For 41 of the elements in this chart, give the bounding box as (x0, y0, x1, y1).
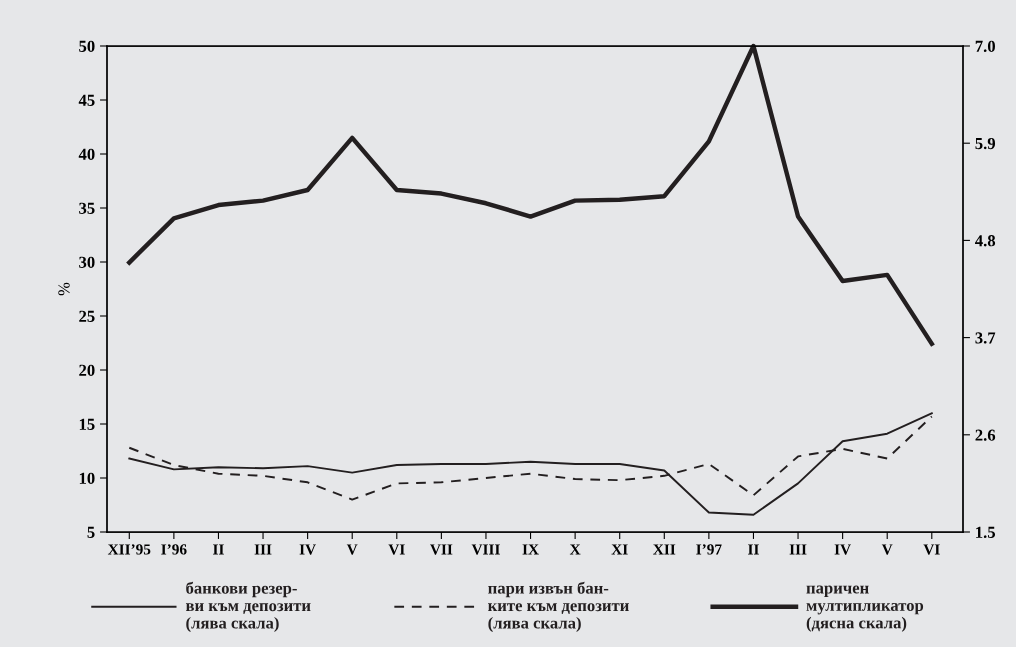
y-tick-label: 15 (79, 418, 95, 430)
y2-tick-label: 5.9 (975, 137, 996, 150)
line-series (128, 412, 933, 516)
x-tick-label: V (346, 544, 358, 555)
y-tick-label: 35 (79, 202, 95, 214)
x-tick-label: XII’95 (107, 544, 151, 555)
y2-tick-label: 1.5 (976, 526, 996, 539)
y2-tick-label: 7.0 (975, 40, 995, 53)
x-tick-label: III (789, 544, 807, 555)
y-axis-title: % (58, 282, 70, 296)
x-tick-label: IV (834, 544, 851, 555)
x-tick-label: V (881, 544, 893, 555)
y-tick-label: 10 (79, 472, 95, 484)
legend-label: паричен мултипликатор (дясна скала) (806, 585, 924, 632)
y2-tick-label: 4.8 (975, 235, 996, 247)
legend-label: пари извън бан- ките към депозити (лява скала) (488, 581, 629, 632)
x-tick-label: IV (299, 544, 316, 555)
legend-label: банкови резер- ви към депозити (лява скала) (185, 581, 311, 632)
x-tick-label: VIII (471, 544, 500, 555)
x-tick-label: VI (388, 544, 405, 555)
x-tick-label: X (569, 544, 581, 555)
line-series (127, 43, 935, 347)
x-tick-label: II (748, 544, 759, 555)
y-tick-label: 25 (79, 310, 95, 322)
y2-tick-label: 2.6 (975, 429, 996, 441)
y-tick-label: 40 (78, 148, 95, 160)
y-tick-label: 30 (79, 256, 95, 268)
x-tick-label: I’96 (161, 544, 187, 555)
y-tick-label: 50 (79, 40, 95, 52)
y-tick-label: 45 (78, 94, 95, 106)
y-tick-label: 20 (79, 364, 95, 376)
x-tick-label: III (254, 544, 272, 555)
y2-tick-label: 3.7 (975, 332, 996, 344)
x-tick-label: XI (611, 544, 628, 555)
x-tick-label: IX (522, 544, 539, 555)
y-tick-label: 5 (87, 526, 95, 538)
x-tick-label: XII (653, 544, 676, 555)
x-tick-label: VII (430, 544, 453, 555)
x-tick-label: VI (923, 544, 940, 555)
x-tick-label: I’97 (696, 544, 722, 555)
x-tick-label: II (213, 544, 224, 555)
